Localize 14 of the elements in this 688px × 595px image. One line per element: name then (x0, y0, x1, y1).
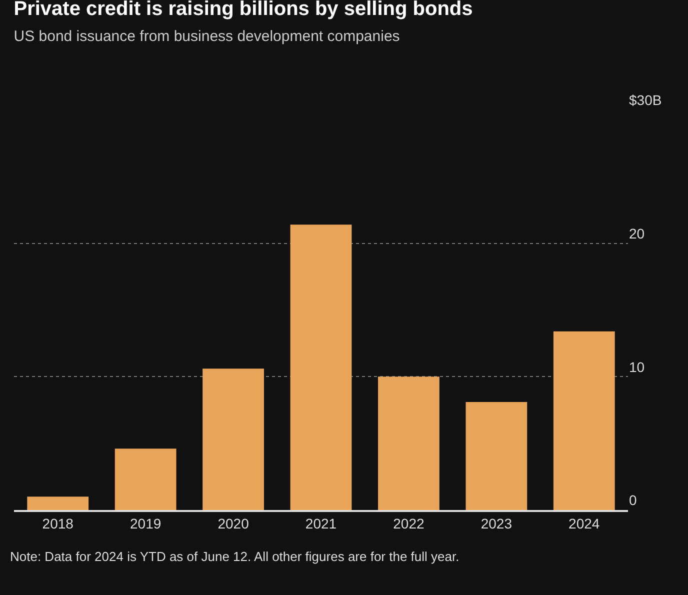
x-tick-label: 2020 (218, 516, 250, 532)
y-tick-label: 20 (629, 225, 645, 242)
x-tick-label: 2022 (393, 516, 424, 532)
x-tick-label: 2021 (305, 516, 337, 532)
chart-title: Private credit is raising billions by selling bonds (14, 0, 473, 20)
y-tick-label: 10 (629, 358, 645, 375)
y-tick-label: $30B (629, 92, 662, 108)
y-tick-label: 0 (629, 492, 637, 508)
chart-subtitle: US bond issuance from business development companies (14, 28, 400, 45)
x-tick-label: 2023 (480, 516, 512, 532)
text: Note: Data for 2024 is YTD as of June 12. All other figures are for the full year. (10, 549, 460, 564)
x-tick-label: 2024 (568, 516, 600, 532)
x-tick-label: 2019 (130, 516, 162, 532)
x-tick-label: 2018 (42, 516, 74, 532)
